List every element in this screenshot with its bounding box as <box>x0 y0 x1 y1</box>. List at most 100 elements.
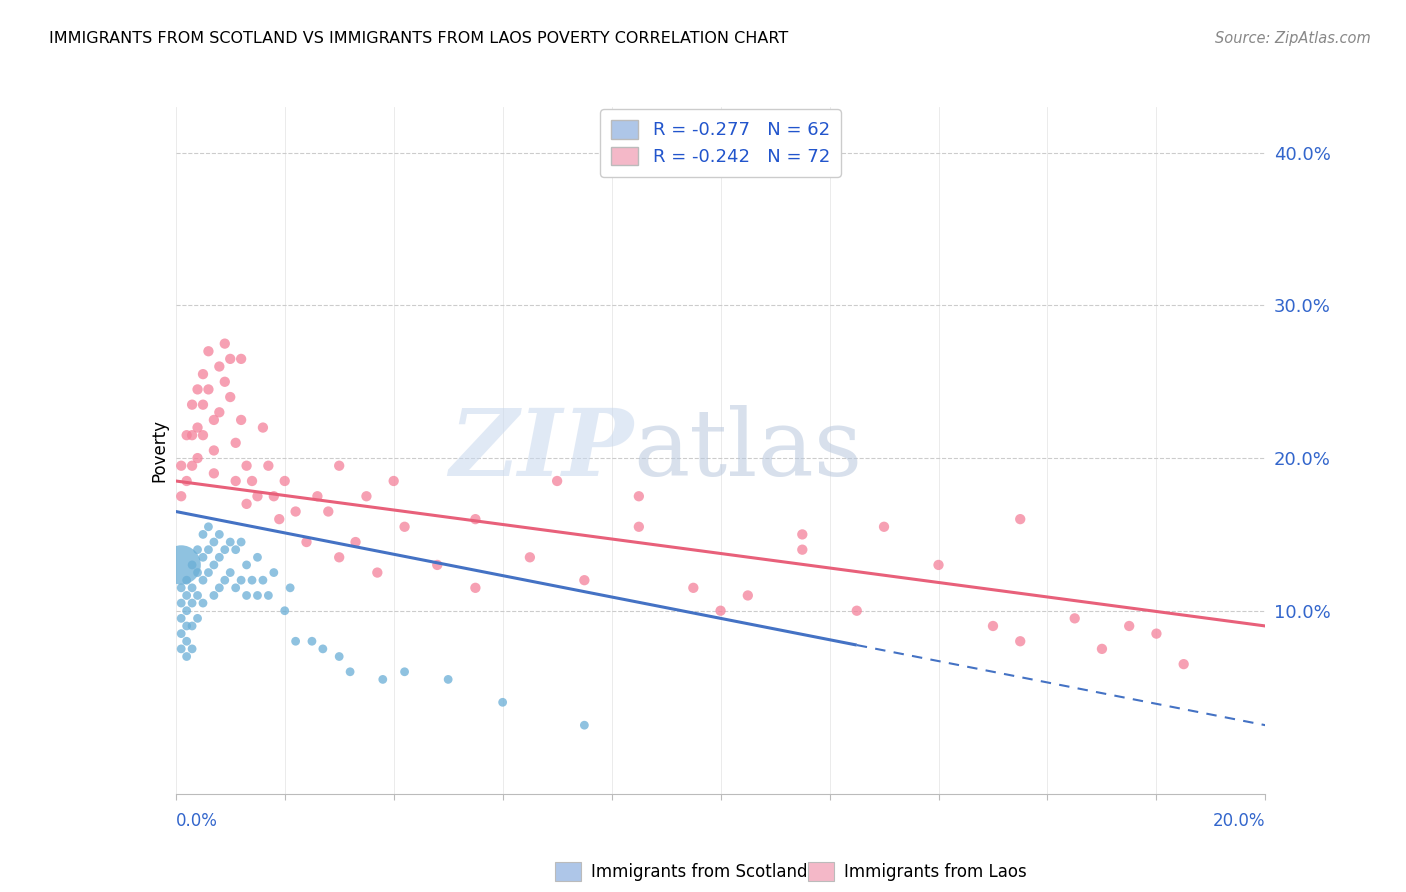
Point <box>328 649 350 664</box>
Point <box>278 581 301 595</box>
Point <box>710 604 733 618</box>
Point <box>682 581 704 595</box>
Point <box>208 550 231 565</box>
Point <box>492 695 515 709</box>
Text: Immigrants from Laos: Immigrants from Laos <box>844 863 1026 881</box>
Point <box>197 566 219 580</box>
Point <box>1063 611 1085 625</box>
Point <box>274 474 297 488</box>
Point <box>181 458 204 473</box>
Point <box>307 489 329 503</box>
Point <box>284 634 307 648</box>
Point <box>437 673 460 687</box>
Point <box>981 619 1004 633</box>
Point <box>214 336 236 351</box>
Point <box>191 428 214 442</box>
Point <box>202 558 225 572</box>
Point <box>252 573 274 587</box>
Point <box>231 573 253 587</box>
Point <box>235 497 257 511</box>
Point <box>1118 619 1140 633</box>
Point <box>356 489 378 503</box>
Point <box>170 581 193 595</box>
Point <box>219 566 242 580</box>
Point <box>170 611 193 625</box>
Point <box>873 520 896 534</box>
Point <box>197 542 219 557</box>
Point <box>191 573 214 587</box>
Text: Immigrants from Scotland: Immigrants from Scotland <box>591 863 807 881</box>
Point <box>394 665 416 679</box>
Point <box>197 344 219 359</box>
Point <box>235 558 257 572</box>
Point <box>202 443 225 458</box>
Point <box>284 504 307 518</box>
FancyBboxPatch shape <box>808 862 834 881</box>
Point <box>176 634 198 648</box>
Point <box>627 520 650 534</box>
Point <box>176 649 198 664</box>
Point <box>208 581 231 595</box>
Point <box>231 351 253 366</box>
Point <box>225 581 247 595</box>
Point <box>246 550 269 565</box>
Point <box>344 535 367 549</box>
Point <box>170 596 193 610</box>
Point <box>186 611 209 625</box>
Point <box>202 535 225 549</box>
Point <box>382 474 405 488</box>
Point <box>263 489 285 503</box>
Point <box>371 673 394 687</box>
Point <box>225 474 247 488</box>
Point <box>464 512 486 526</box>
Point <box>191 596 214 610</box>
Point <box>170 626 193 640</box>
Point <box>191 550 214 565</box>
Point <box>546 474 568 488</box>
Point <box>208 405 231 419</box>
Point <box>246 489 269 503</box>
Point <box>257 589 280 603</box>
Point <box>295 535 318 549</box>
Point <box>176 573 198 587</box>
Point <box>186 420 209 434</box>
Point <box>176 428 198 442</box>
Point <box>202 589 225 603</box>
Point <box>235 589 257 603</box>
Point <box>181 558 204 572</box>
Point <box>181 641 204 656</box>
Point <box>845 604 868 618</box>
Point <box>792 527 814 541</box>
Point <box>202 413 225 427</box>
Point <box>225 542 247 557</box>
Point <box>225 435 247 450</box>
Point <box>928 558 950 572</box>
Point <box>208 527 231 541</box>
Text: ZIP: ZIP <box>449 406 633 495</box>
Point <box>170 558 193 572</box>
Point <box>1010 634 1032 648</box>
Point <box>235 458 257 473</box>
Point <box>426 558 449 572</box>
Point <box>176 619 198 633</box>
Point <box>176 589 198 603</box>
Point <box>792 542 814 557</box>
Point <box>219 390 242 404</box>
Point <box>301 634 323 648</box>
Point <box>181 398 204 412</box>
Point <box>197 520 219 534</box>
Point <box>328 550 350 565</box>
Point <box>574 573 596 587</box>
Y-axis label: Poverty: Poverty <box>150 419 169 482</box>
Point <box>186 566 209 580</box>
Point <box>464 581 486 595</box>
Point <box>214 375 236 389</box>
Point <box>186 383 209 397</box>
Point <box>170 458 193 473</box>
Point <box>246 589 269 603</box>
Point <box>263 566 285 580</box>
Point <box>186 542 209 557</box>
Point <box>1144 626 1167 640</box>
Point <box>312 641 335 656</box>
Point <box>737 589 759 603</box>
